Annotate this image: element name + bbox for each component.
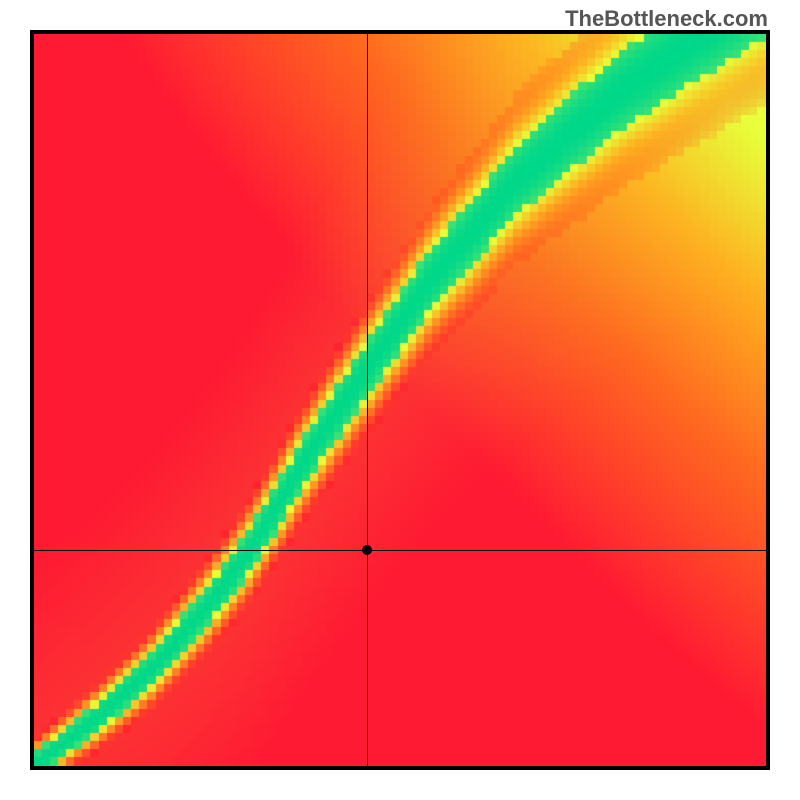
- chart-container: TheBottleneck.com: [0, 0, 800, 800]
- attribution-text: TheBottleneck.com: [565, 6, 768, 32]
- crosshair-horizontal: [34, 550, 766, 551]
- heatmap-canvas: [34, 34, 766, 766]
- query-point-marker: [362, 545, 372, 555]
- crosshair-vertical: [367, 34, 368, 766]
